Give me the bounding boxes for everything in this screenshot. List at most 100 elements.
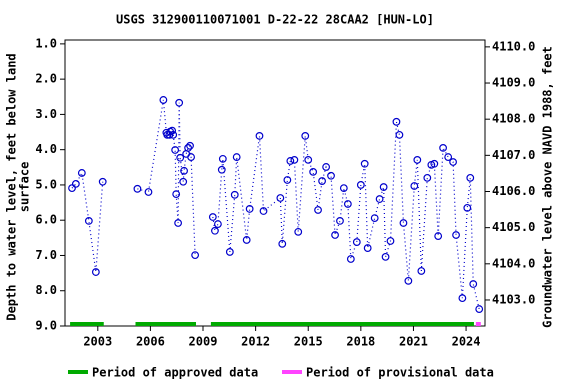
data-point — [98, 177, 107, 186]
data-point — [322, 163, 331, 171]
data-point — [336, 217, 344, 225]
data-point — [379, 183, 388, 191]
data-point — [404, 276, 413, 285]
data-point — [392, 117, 401, 126]
data-point — [466, 173, 475, 182]
data-point — [230, 190, 239, 199]
data-point — [180, 166, 188, 175]
y2-tick-label: 4109.0 — [492, 76, 535, 90]
data-point — [276, 194, 285, 202]
y2-tick-label: 4110.0 — [492, 39, 535, 53]
data-point — [301, 132, 310, 140]
data-point — [381, 252, 390, 261]
data-point — [469, 280, 478, 288]
data-point — [278, 239, 287, 248]
data-point — [370, 214, 379, 222]
data-point — [449, 158, 457, 166]
data-point — [174, 219, 183, 227]
y-tick-label: 6.0 — [35, 213, 57, 227]
data-point — [208, 213, 217, 221]
x-tick-label: 2006 — [136, 335, 165, 349]
data-point — [77, 169, 86, 177]
data-point — [399, 219, 408, 227]
data-point — [172, 190, 181, 199]
data-point — [343, 200, 352, 208]
data-point — [339, 184, 348, 193]
x-tick-label: 2009 — [189, 335, 218, 349]
y2-axis-label: Groundwater level above NAVD 1988, feet — [541, 46, 555, 328]
data-point — [286, 157, 295, 165]
data-point — [169, 130, 178, 139]
y2-tick-label: 4107.0 — [492, 148, 535, 162]
data-point — [171, 146, 180, 154]
y2-tick-label: 4106.0 — [492, 184, 535, 198]
data-point — [211, 226, 219, 235]
data-point — [186, 141, 194, 150]
data-point — [352, 238, 361, 246]
y2-tick-label: 4108.0 — [492, 112, 535, 126]
y-tick-label: 7.0 — [35, 248, 57, 262]
data-point — [413, 156, 422, 164]
data-point — [176, 153, 185, 162]
data-point — [187, 153, 195, 161]
data-point — [245, 205, 254, 213]
x-tick-label: 2021 — [399, 335, 428, 349]
data-point — [346, 255, 355, 263]
y-tick-label: 3.0 — [35, 107, 57, 121]
data-point — [475, 305, 484, 313]
data-point — [458, 294, 467, 303]
data-point — [91, 268, 100, 276]
chart-title: USGS 312900110071001 D-22-22 28CAA2 [HUN… — [116, 13, 434, 27]
legend-label: Period of provisional data — [306, 366, 494, 380]
data-line — [71, 99, 480, 310]
data-point — [175, 98, 184, 107]
data-point — [290, 156, 299, 164]
data-point — [439, 144, 447, 152]
x-tick-label: 2003 — [83, 335, 112, 349]
data-point — [214, 220, 222, 228]
data-point — [184, 144, 193, 152]
data-point — [434, 232, 443, 240]
data-point — [232, 153, 241, 161]
data-point — [217, 165, 226, 174]
data-point — [294, 227, 303, 236]
data-point — [218, 154, 227, 163]
period-bar — [70, 322, 104, 326]
data-point — [71, 179, 80, 188]
period-bar — [475, 322, 481, 326]
y-tick-label: 2.0 — [35, 72, 57, 86]
x-tick-label: 2015 — [294, 335, 323, 349]
data-point — [410, 182, 419, 190]
data-point — [168, 126, 177, 135]
data-point — [133, 184, 142, 193]
data-point — [68, 184, 76, 193]
y2-tick-label: 4104.0 — [492, 256, 535, 270]
data-point — [331, 231, 339, 239]
data-point — [452, 231, 460, 239]
data-point — [314, 206, 322, 214]
y-tick-label: 9.0 — [35, 319, 57, 333]
y-axis-label: Depth to water level, feet below land — [5, 53, 19, 320]
x-tick-label: 2018 — [346, 335, 375, 349]
y-tick-label: 4.0 — [35, 142, 57, 156]
data-point — [327, 171, 335, 180]
data-point — [386, 237, 395, 245]
data-point — [430, 159, 439, 168]
period-bar — [135, 322, 196, 326]
y2-tick-label: 4105.0 — [492, 220, 535, 234]
data-point — [179, 177, 188, 186]
data-point — [309, 167, 318, 176]
data-point — [159, 96, 168, 104]
data-point — [283, 176, 292, 184]
data-point — [318, 177, 326, 185]
data-point — [191, 251, 200, 260]
y-axis-label: surface — [18, 162, 32, 213]
x-tick-label: 2012 — [241, 335, 270, 349]
data-point — [375, 195, 384, 203]
data-point — [363, 244, 372, 252]
data-point — [395, 130, 404, 139]
data-point — [144, 188, 153, 196]
plot-frame — [64, 39, 486, 327]
y-tick-label: 5.0 — [35, 177, 57, 191]
